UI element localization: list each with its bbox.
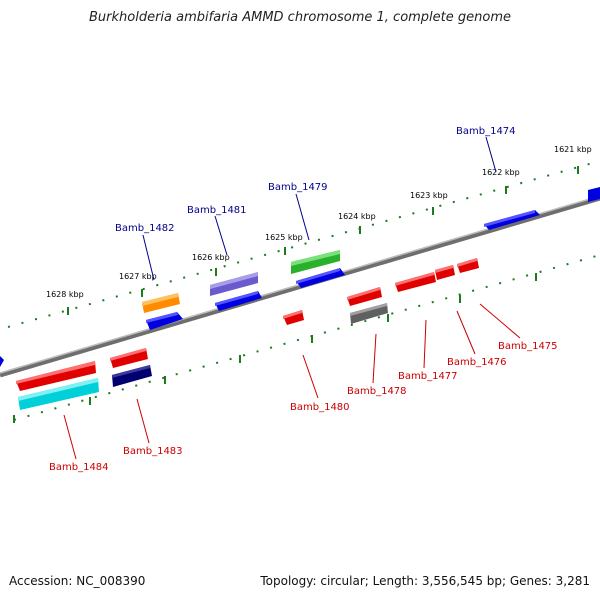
kbp-label: 1626 kbp xyxy=(192,253,230,262)
gene-label-bamb-1474[interactable]: Bamb_1474 xyxy=(456,126,516,137)
genome-title: Burkholderia ambifaria AMMD chromosome 1… xyxy=(88,10,512,25)
gene-label-bamb-1475[interactable]: Bamb_1475 xyxy=(498,341,558,352)
reverse-leaders xyxy=(63,303,521,460)
genome-stats-text: Topology: circular; Length: 3,556,545 bp… xyxy=(260,574,590,588)
kbp-label: 1621 kbp xyxy=(554,145,592,154)
kbp-label: 1622 kbp xyxy=(482,168,520,177)
forward-leaders xyxy=(142,136,497,281)
gene-label-bamb-1484[interactable]: Bamb_1484 xyxy=(49,462,109,473)
kbp-label: 1627 kbp xyxy=(119,272,157,281)
gene-label-bamb-1481[interactable]: Bamb_1481 xyxy=(187,205,247,216)
gene-label-bamb-1477[interactable]: Bamb_1477 xyxy=(398,371,458,382)
forward-genes xyxy=(0,187,600,367)
kbp-label: 1625 kbp xyxy=(265,233,303,242)
gene-label-bamb-1482[interactable]: Bamb_1482 xyxy=(115,223,175,234)
gene-label-bamb-1479[interactable]: Bamb_1479 xyxy=(268,182,328,193)
kbp-major-ticks xyxy=(67,166,579,315)
gene-label-bamb-1478[interactable]: Bamb_1478 xyxy=(347,386,407,397)
kbp-label: 1623 kbp xyxy=(410,191,448,200)
gene-label-bamb-1483[interactable]: Bamb_1483 xyxy=(123,446,183,457)
gene-label-bamb-1476[interactable]: Bamb_1476 xyxy=(447,357,507,368)
kbp-label: 1624 kbp xyxy=(338,212,376,221)
gene-label-bamb-1480[interactable]: Bamb_1480 xyxy=(290,402,350,413)
kbp-major-ticks-lower xyxy=(13,273,537,423)
kbp-label: 1628 kbp xyxy=(46,290,84,299)
reverse-genes xyxy=(16,258,479,410)
accession-text: Accession: NC_008390 xyxy=(9,574,146,588)
